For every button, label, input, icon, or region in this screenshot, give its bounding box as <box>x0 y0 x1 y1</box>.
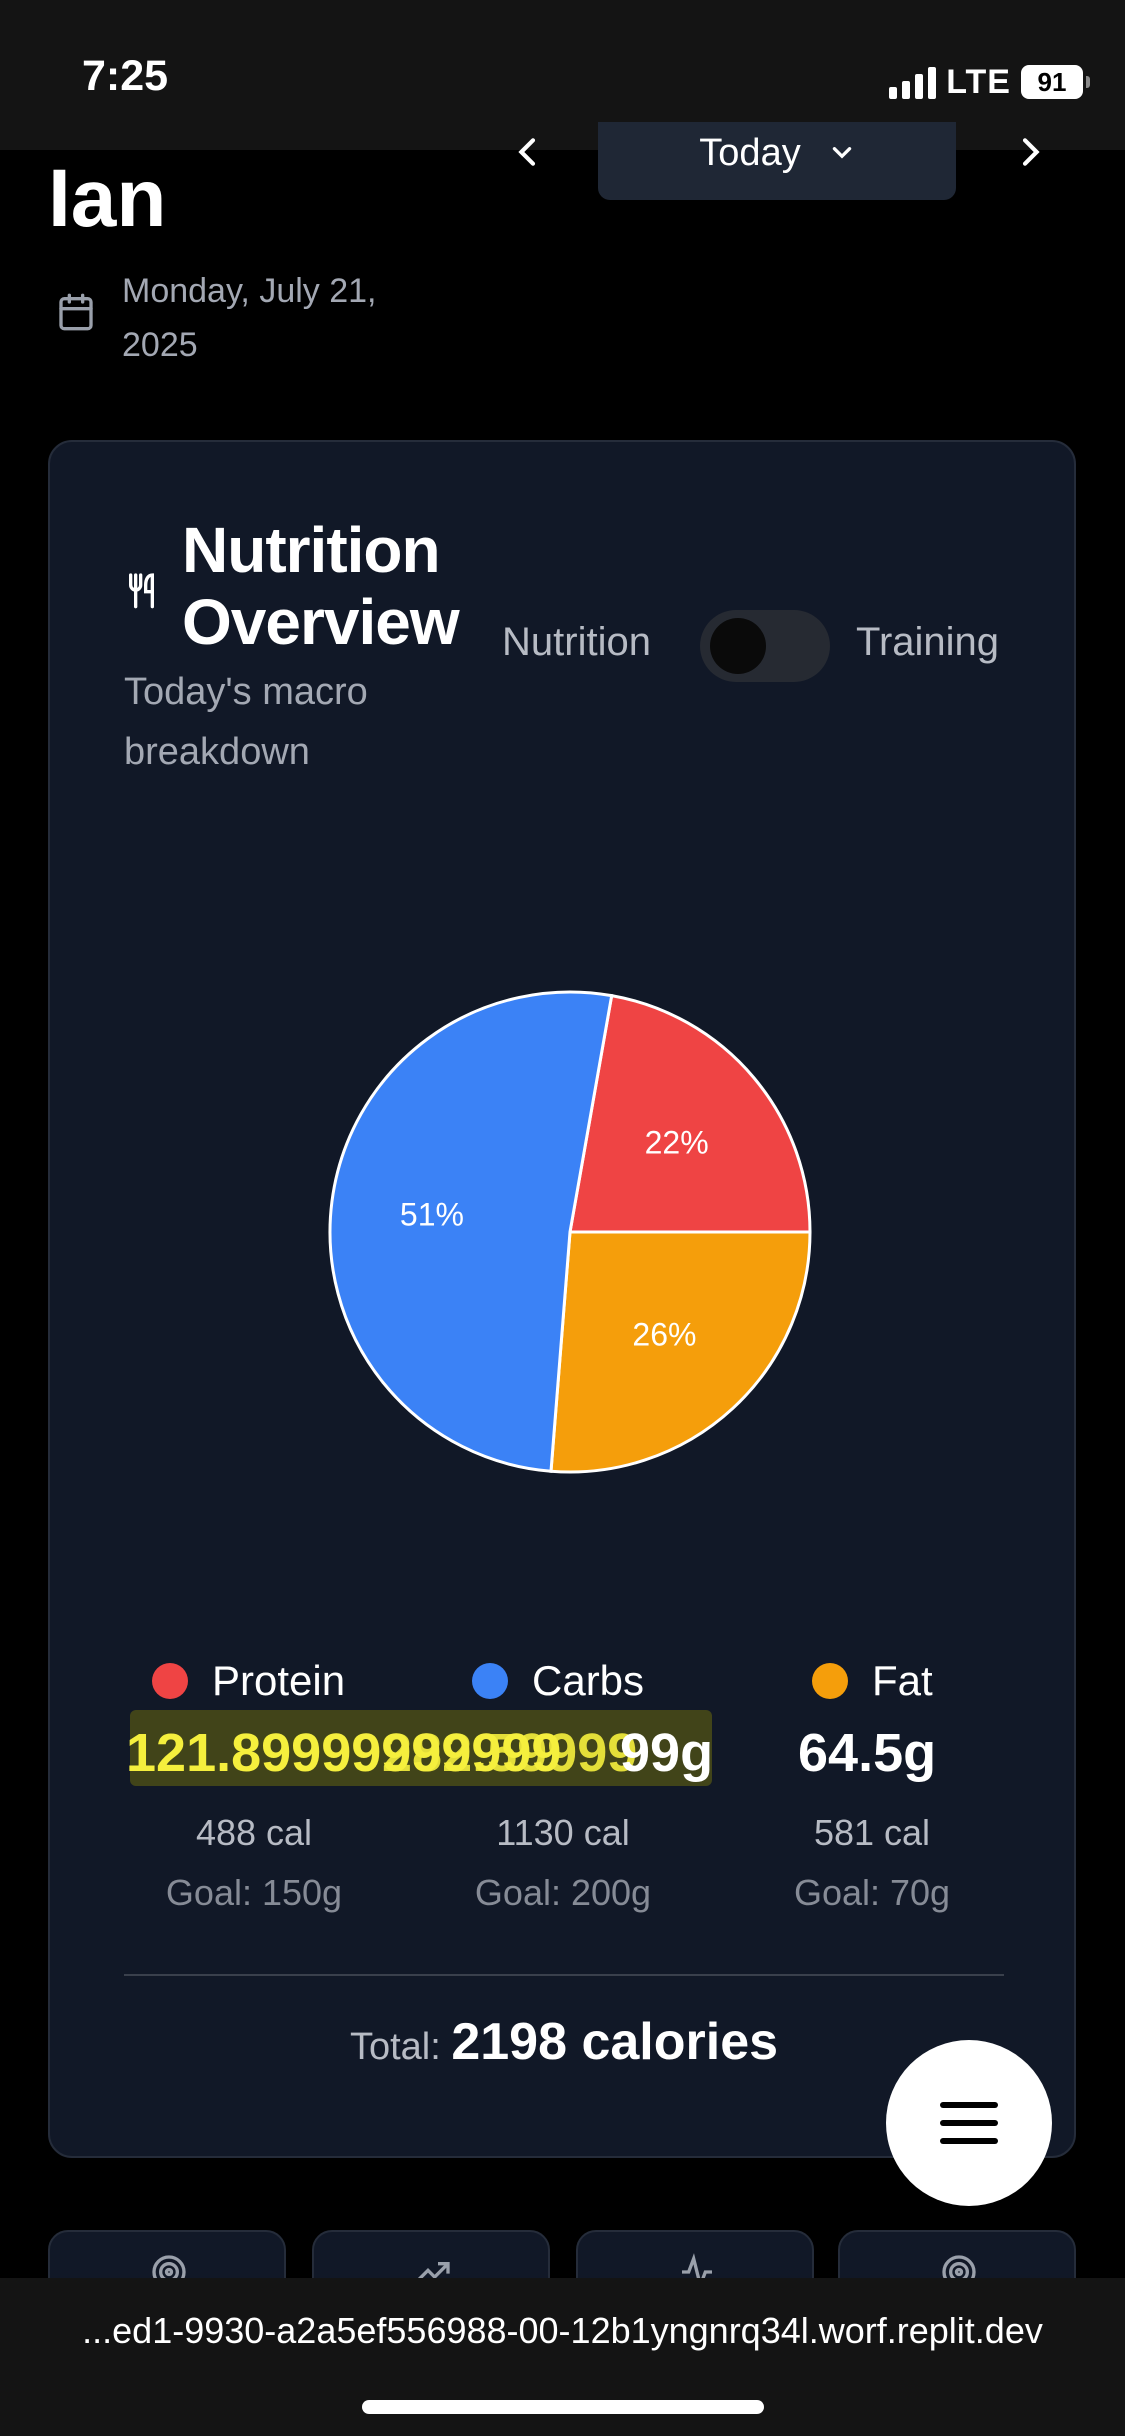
legend-carbs: Carbs <box>472 1657 644 1705</box>
battery-icon: 91 <box>1021 65 1090 99</box>
toggle-knob <box>710 618 766 674</box>
url-text[interactable]: ...ed1-9930-a2a5ef556988-00-12b1yngnrq34… <box>82 2310 1043 2351</box>
carbs-goal: Goal: 200g <box>474 1872 652 1913</box>
carbs-grams: 282.59999 <box>382 1723 638 1783</box>
pie-slice-protein[interactable] <box>568 993 812 1234</box>
protein-calories: 488 cal <box>195 1812 313 1853</box>
macro-pie-chart: 22% 26% 51% <box>320 982 820 1482</box>
nutrition-training-toggle[interactable] <box>700 610 830 682</box>
carbs-grams-tail: 99g <box>620 1723 714 1783</box>
signal-icon <box>889 65 937 99</box>
status-bar: 7:25 LTE 91 <box>0 0 1125 150</box>
browser-url-bar[interactable]: ...ed1-9930-a2a5ef556988-00-12b1yngnrq34… <box>0 2278 1125 2436</box>
status-time: 7:25 <box>82 52 169 100</box>
overflow-highlight <box>130 1710 712 1786</box>
user-name: Ian <box>48 153 167 244</box>
network-label: LTE <box>946 62 1011 101</box>
protein-goal: Goal: 150g <box>165 1872 343 1913</box>
protein-grams: 121.89999999999 <box>126 1723 562 1783</box>
calendar-icon <box>59 293 93 331</box>
pie-slice-fat[interactable] <box>549 1230 812 1474</box>
chevron-left-icon[interactable] <box>508 132 548 172</box>
fat-dot <box>812 1663 848 1699</box>
toggle-label-nutrition[interactable]: Nutrition <box>502 620 651 664</box>
home-indicator[interactable] <box>362 2400 764 2414</box>
utensils-icon <box>129 573 154 609</box>
status-indicators: LTE 91 <box>889 60 1090 104</box>
legend-fat-label: Fat <box>872 1657 933 1704</box>
toggle-label-training[interactable]: Training <box>856 620 1000 664</box>
pie-slice-carbs[interactable] <box>328 990 614 1473</box>
trending-up-icon <box>416 2262 450 2282</box>
legend-carbs-label: Carbs <box>532 1657 645 1704</box>
menu-button[interactable] <box>886 2040 1052 2206</box>
total-value: 2198 calories <box>451 2013 779 2071</box>
day-selector[interactable]: Today <box>598 122 956 200</box>
nutrition-card: Nutrition Overview Today's macro breakdo… <box>48 440 1076 2158</box>
card-title: Nutrition Overview <box>182 514 460 658</box>
fat-calories: 581 cal <box>813 1812 931 1853</box>
total-calories: Total: 2198 calories <box>50 2012 1078 2072</box>
legend-protein: Protein <box>152 1657 345 1705</box>
pie-label-protein: 22% <box>645 1125 709 1161</box>
divider <box>124 1974 1004 1976</box>
pie-label-fat: 26% <box>632 1316 696 1352</box>
carbs-dot <box>472 1663 508 1699</box>
date-text: Monday, July 21, 2025 <box>122 272 377 364</box>
day-selector-label: Today <box>699 132 801 174</box>
battery-level: 91 <box>1037 66 1067 97</box>
menu-icon <box>940 2102 998 2144</box>
legend-fat: Fat <box>812 1657 933 1705</box>
total-label: Total: <box>349 2026 441 2068</box>
card-subtitle: Today's macro breakdown <box>124 671 368 773</box>
chevron-down-icon <box>832 147 851 159</box>
carbs-calories: 1130 cal <box>496 1812 630 1853</box>
activity-icon <box>682 2253 712 2291</box>
fat-grams: 64.5g <box>798 1723 937 1783</box>
legend-protein-label: Protein <box>212 1657 346 1704</box>
fat-goal: Goal: 70g <box>793 1872 951 1913</box>
chevron-right-icon[interactable] <box>1010 132 1050 172</box>
pie-label-carbs: 51% <box>400 1196 464 1232</box>
protein-dot <box>152 1663 188 1699</box>
